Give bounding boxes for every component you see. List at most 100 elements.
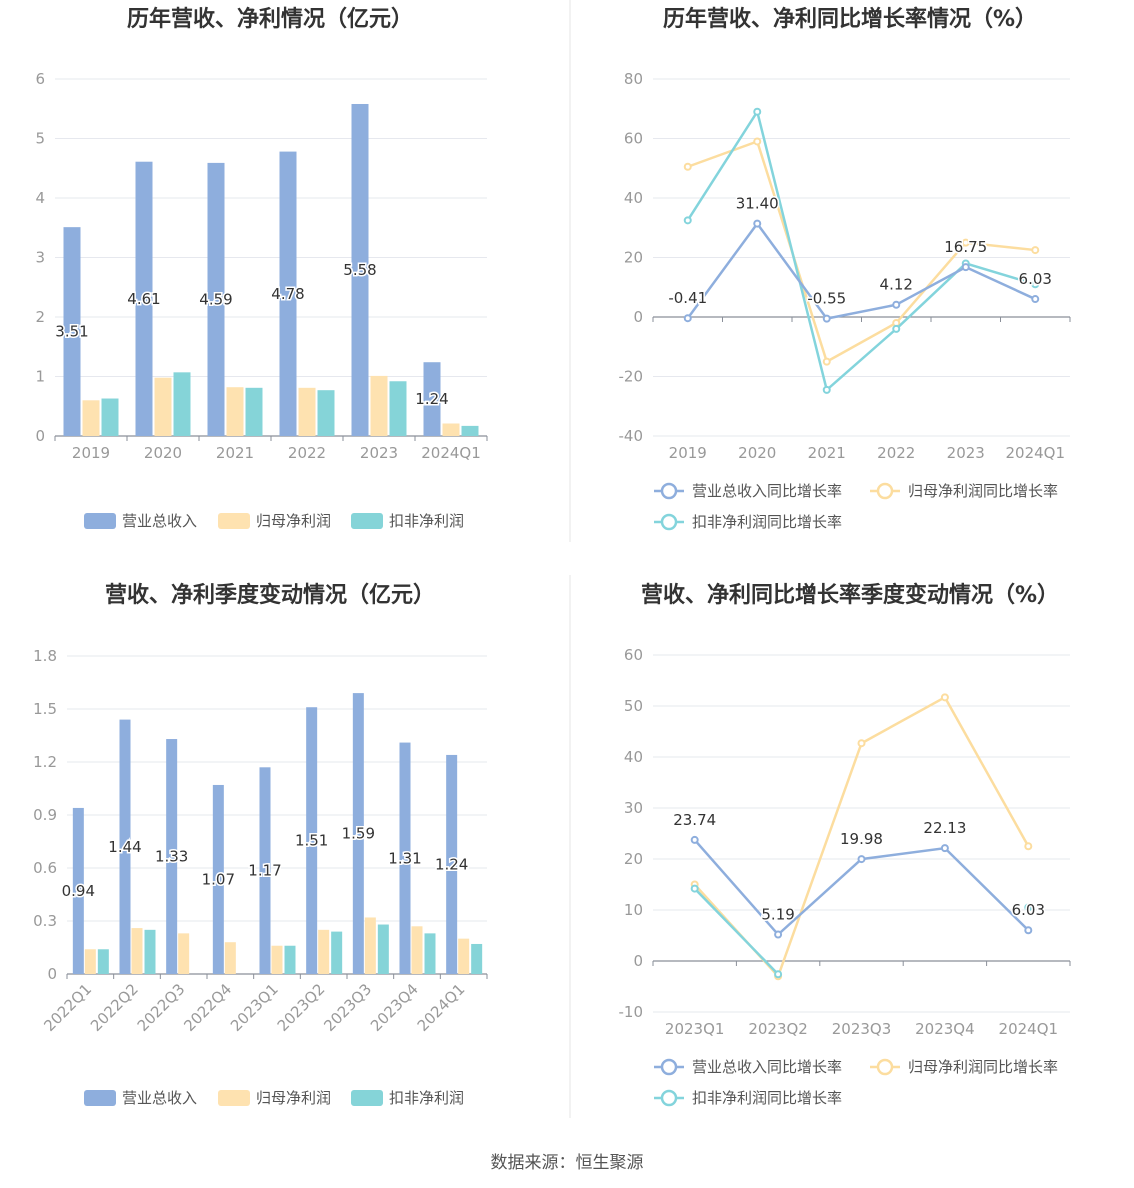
data-label: 1.44 (108, 838, 141, 856)
bar (63, 227, 81, 436)
y-tick-label: 2 (35, 308, 45, 326)
x-axis: 2019 2020 2021 2022 2023 2024Q1 (652, 317, 1071, 462)
bar (245, 387, 263, 436)
legend-label: 营业总收入同比增长率 (692, 1058, 842, 1076)
bar (154, 377, 172, 436)
y-tick-label: 60 (624, 646, 643, 664)
bar (97, 949, 109, 974)
bar (423, 362, 441, 436)
data-label: 1.31 (388, 849, 421, 867)
bar (351, 103, 369, 437)
bar (399, 742, 411, 974)
series-3 (683, 107, 1040, 394)
legend-item: 营业总收入 (84, 512, 197, 530)
series-1 (63, 103, 441, 437)
x-tick-label: 2023Q2 (748, 1020, 808, 1038)
data-point (857, 855, 866, 864)
bar (446, 754, 458, 974)
data-label: 1.24 (435, 855, 468, 873)
x-tick-label: 2022Q2 (87, 980, 142, 1035)
series-2 (683, 137, 1040, 366)
legend-swatch (218, 1090, 250, 1106)
legend-label: 归母净利润 (256, 512, 331, 530)
x-tick-label: 2022 (288, 444, 326, 462)
x-tick-label: 2023Q2 (274, 980, 329, 1035)
legend-item: 扣非净利润 (351, 512, 464, 530)
bar (442, 423, 460, 436)
legend-item: 归母净利润 (218, 512, 331, 530)
legend-label: 归母净利润 (256, 1089, 331, 1107)
y-tick-label: 6 (35, 70, 45, 88)
y-tick-label: 5 (35, 130, 45, 148)
data-source-note: 数据来源：恒生聚源 (490, 1153, 644, 1173)
data-point (753, 137, 762, 146)
data-point (857, 739, 866, 748)
bar (131, 928, 143, 974)
bar (352, 693, 364, 974)
legend-swatch (84, 1090, 116, 1106)
bar (259, 767, 271, 974)
data-label: 16.75 (944, 238, 987, 256)
y-tick-label: 0 (47, 965, 57, 983)
series-2 (84, 917, 470, 974)
bar (173, 372, 191, 436)
y-tick-label: -10 (619, 1003, 644, 1021)
series-line (693, 839, 1030, 937)
legend-item: 营业总收入 (84, 1089, 197, 1107)
x-tick-label: 2024Q1 (1005, 444, 1065, 462)
data-point (774, 970, 783, 979)
series-line (686, 108, 1036, 393)
y-tick-label: 40 (624, 748, 643, 766)
legend-marker (660, 1058, 678, 1076)
y-tick-label: 0 (633, 952, 643, 970)
bar (370, 375, 388, 436)
bar (458, 938, 470, 974)
data-label: 0.94 (62, 882, 95, 900)
y-tick-label: 1.8 (33, 647, 57, 665)
series-3 (97, 924, 483, 974)
data-point (683, 162, 692, 171)
bar (72, 807, 84, 974)
data-label: 3.51 (55, 323, 88, 341)
x-axis: 2023Q1 2023Q2 2023Q3 2023Q4 2024Q1 (652, 961, 1071, 1038)
data-labels: 0.94 1.44 1.33 1.07 1.17 1.51 1.59 1.31 1.24 (60, 823, 470, 901)
x-tick-label: 2023Q4 (367, 980, 422, 1035)
data-point (822, 314, 831, 323)
x-axis: 2019 2020 2021 2022 2023 2024Q1 (54, 436, 488, 462)
bar (82, 400, 100, 436)
y-tick-label: 20 (624, 850, 643, 868)
legend: 营业总收入 归母净利润 扣非净利润 (84, 1089, 464, 1107)
bar (207, 162, 225, 436)
legend-marker (660, 1089, 678, 1107)
y-tick-label: 60 (624, 130, 643, 148)
data-point (1024, 842, 1033, 851)
bar (424, 933, 436, 974)
y-tick-label: 1.5 (33, 700, 57, 718)
y-tick-label: 40 (624, 189, 643, 207)
data-point (690, 884, 699, 893)
y-tick-label: 3 (35, 249, 45, 267)
y-tick-label: 30 (624, 799, 643, 817)
data-label: 5.58 (343, 261, 376, 279)
legend-label: 营业总收入 (122, 512, 197, 530)
data-point (1031, 246, 1040, 255)
legend-item: 归母净利润 (218, 1089, 331, 1107)
y-tick-label: 10 (624, 901, 643, 919)
bar (389, 381, 407, 436)
bar (135, 161, 153, 436)
legend-item: 营业总收入同比增长率 (654, 482, 842, 500)
x-tick-label: 2022 (877, 444, 915, 462)
legend-marker (660, 513, 678, 531)
y-tick-label: 1 (35, 368, 45, 386)
bar (364, 917, 376, 974)
series-1 (690, 835, 1033, 939)
data-point (690, 835, 699, 844)
data-point (892, 300, 901, 309)
x-tick-label: 2023Q3 (832, 1020, 892, 1038)
series-3 (101, 372, 479, 436)
legend-marker (876, 482, 894, 500)
line-chart-2: 历年营收、净利同比增长率情况（%） -40 -20 0 20 40 60 80 2019 2020… (619, 6, 1071, 531)
